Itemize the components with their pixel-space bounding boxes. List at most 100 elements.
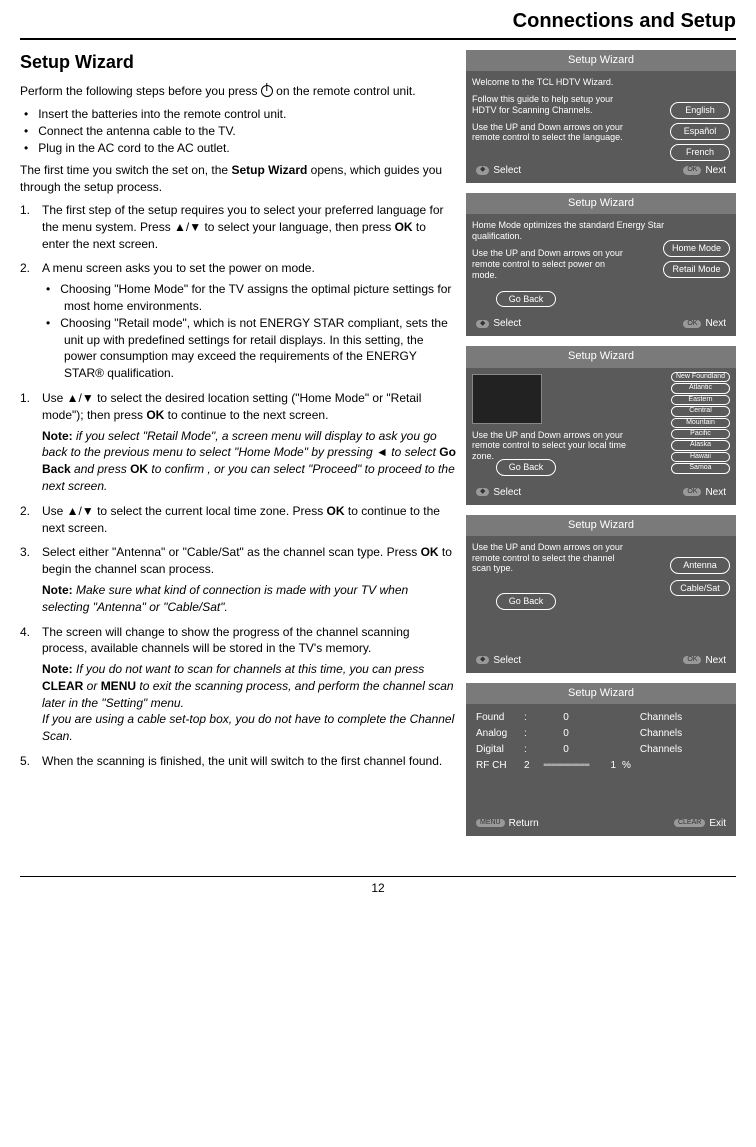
scan-row: Analog:0Channels (472, 726, 730, 742)
power-icon (261, 85, 273, 97)
arrows-icon: ◆ (476, 166, 489, 174)
wizard-mode: Setup Wizard Home Mode optimizes the sta… (466, 193, 736, 336)
footer-next: OKNext (683, 318, 726, 330)
wizard-text: Home Mode optimizes the standard Energy … (472, 220, 692, 242)
text: or (83, 679, 100, 693)
note: Note: If you do not want to scan for cha… (42, 661, 456, 745)
bold: OK (146, 408, 164, 422)
text: to continue to the next screen. (164, 408, 328, 422)
intro-paragraph: Perform the following steps before you p… (20, 83, 456, 100)
retail-mode-button[interactable]: Retail Mode (663, 261, 730, 278)
footer-select: ◆Select (476, 487, 521, 499)
clear-icon: CLEAR (674, 819, 705, 827)
antenna-button[interactable]: Antenna (670, 557, 730, 574)
lang-espanol-button[interactable]: Español (670, 123, 730, 140)
ok-icon: OK (683, 656, 701, 664)
wizard-text: Welcome to the TCL HDTV Wizard. (472, 77, 632, 88)
bullet-item: Connect the antenna cable to the TV. (20, 123, 456, 140)
arrows-icon: ◆ (476, 320, 489, 328)
footer-select: ◆Select (476, 165, 521, 177)
bullet-item: Insert the batteries into the remote con… (20, 106, 456, 123)
scan-row: Digital:0Channels (472, 742, 730, 758)
footer-next: OKNext (683, 165, 726, 177)
step-item: 2.Use ▲/▼ to select the current local ti… (20, 503, 456, 537)
footer-exit: CLEARExit (674, 818, 726, 830)
steps-list: 1.The first step of the setup requires y… (20, 202, 456, 770)
arrows-icon: ◆ (476, 656, 489, 664)
arrows-icon: ◆ (476, 488, 489, 496)
sub-item: Choosing "Retail mode", which is not ENE… (64, 315, 456, 382)
wizard-scantype: Setup Wizard Use the UP and Down arrows … (466, 515, 736, 673)
wizard-text: Follow this guide to help setup your HDT… (472, 94, 632, 116)
step-item: 5.When the scanning is finished, the uni… (20, 753, 456, 770)
wizard-title: Setup Wizard (466, 683, 736, 704)
wizard-text: Use the UP and Down arrows on your remot… (472, 122, 632, 144)
tz-option[interactable]: New Foundland (671, 372, 730, 382)
text: When the scanning is finished, the unit … (42, 754, 442, 768)
wizard-title: Setup Wizard (466, 50, 736, 71)
bold: Setup Wizard (231, 163, 307, 177)
text: The first time you switch the set on, th… (20, 163, 231, 177)
wizard-timezone: Setup Wizard Use the UP and Down arrows … (466, 346, 736, 504)
note-label: Note: (42, 662, 73, 676)
footer-select: ◆Select (476, 655, 521, 667)
go-back-button[interactable]: Go Back (496, 291, 556, 308)
text: A menu screen asks you to set the power … (42, 261, 315, 275)
ok-icon: OK (683, 488, 701, 496)
step-item: 3.Select either "Antenna" or "Cable/Sat"… (20, 544, 456, 615)
note: Note: if you select "Retail Mode", a scr… (42, 428, 456, 495)
main-layout: Setup Wizard Perform the following steps… (20, 50, 736, 846)
paragraph: The first time you switch the set on, th… (20, 162, 456, 196)
footer-select: ◆Select (476, 318, 521, 330)
progress-bar: ▪▪▪▪▪▪▪▪▪▪▪▪▪▪▪▪▪▪ (536, 760, 596, 772)
go-back-button[interactable]: Go Back (496, 459, 556, 476)
go-back-button[interactable]: Go Back (496, 593, 556, 610)
bold: MENU (101, 679, 136, 693)
tz-preview-thumb (472, 374, 542, 424)
step-item: 2.A menu screen asks you to set the powe… (20, 260, 456, 382)
footer-return: MENUReturn (476, 818, 539, 830)
header-rule (20, 38, 736, 40)
home-mode-button[interactable]: Home Mode (663, 240, 730, 257)
tz-option[interactable]: Eastern (671, 395, 730, 405)
scan-row: Found:0Channels (472, 710, 730, 726)
chapter-title: Connections and Setup (20, 10, 736, 33)
tz-option[interactable]: Pacific (671, 429, 730, 439)
tz-option[interactable]: Hawaii (671, 452, 730, 462)
footer-next: OKNext (683, 655, 726, 667)
instructions-column: Setup Wizard Perform the following steps… (20, 50, 456, 846)
lang-english-button[interactable]: English (670, 102, 730, 119)
ok-icon: OK (683, 166, 701, 174)
bold: OK (327, 504, 345, 518)
wizard-language: Setup Wizard Welcome to the TCL HDTV Wiz… (466, 50, 736, 183)
text: if you select "Retail Mode", a screen me… (42, 429, 439, 460)
wizard-title: Setup Wizard (466, 193, 736, 214)
text: Use ▲/▼ to select the current local time… (42, 504, 327, 518)
wizard-scanprogress: Setup Wizard Found:0Channels Analog:0Cha… (466, 683, 736, 836)
wizard-text: Use the UP and Down arrows on your remot… (472, 248, 632, 280)
step-item: 1.Use ▲/▼ to select the desired location… (20, 390, 456, 495)
rf-row: RF CH2▪▪▪▪▪▪▪▪▪▪▪▪▪▪▪▪▪▪1% (472, 758, 730, 774)
section-title: Setup Wizard (20, 50, 456, 75)
lang-french-button[interactable]: French (670, 144, 730, 161)
tz-option[interactable]: Alaska (671, 440, 730, 450)
tz-option[interactable]: Atlantic (671, 383, 730, 393)
substeps: Choosing "Home Mode" for the TV assigns … (42, 281, 456, 382)
note: Note: Make sure what kind of connection … (42, 582, 456, 616)
wizard-title: Setup Wizard (466, 515, 736, 536)
note-label: Note: (42, 429, 73, 443)
text: Make sure what kind of connection is mad… (42, 583, 408, 614)
cablesat-button[interactable]: Cable/Sat (670, 580, 730, 597)
text: If you are using a cable set-top box, yo… (42, 712, 454, 743)
sub-item: Choosing "Home Mode" for the TV assigns … (64, 281, 456, 315)
wizard-text: Use the UP and Down arrows on your remot… (472, 542, 632, 574)
bold: OK (421, 545, 439, 559)
wizard-previews-column: Setup Wizard Welcome to the TCL HDTV Wiz… (466, 50, 736, 846)
bold: OK (130, 462, 148, 476)
text: If you do not want to scan for channels … (73, 662, 425, 676)
tz-option[interactable]: Mountain (671, 418, 730, 428)
note-label: Note: (42, 583, 73, 597)
timezone-list: New Foundland Atlantic Eastern Central M… (671, 372, 730, 475)
tz-option[interactable]: Samoa (671, 463, 730, 473)
tz-option[interactable]: Central (671, 406, 730, 416)
